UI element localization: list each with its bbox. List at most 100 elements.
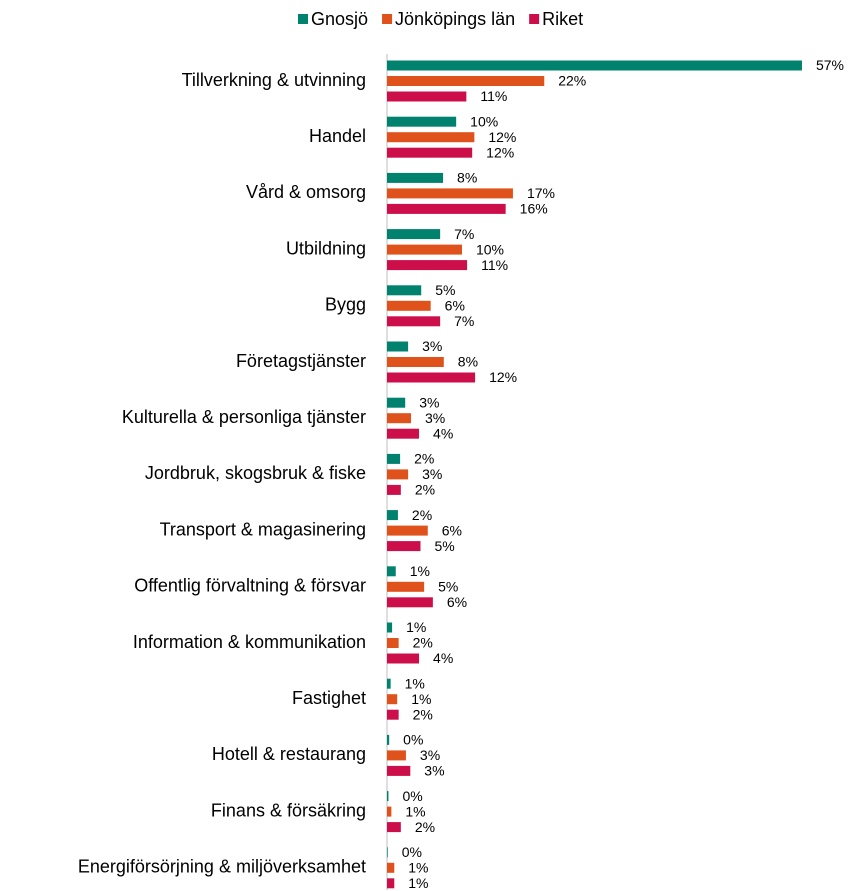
legend-swatch: [382, 14, 393, 24]
category-label: Transport & magasinering: [160, 519, 366, 539]
value-label: 12%: [486, 144, 514, 160]
bar: [387, 541, 421, 552]
category-label: Hotell & restaurang: [212, 744, 366, 764]
legend-swatch: [529, 14, 540, 24]
value-label: 4%: [433, 650, 453, 666]
bar: [387, 341, 409, 352]
value-label: 6%: [442, 522, 462, 538]
bar: [387, 60, 802, 71]
value-label: 2%: [415, 482, 435, 498]
value-label: 4%: [433, 425, 453, 441]
value-label: 3%: [422, 466, 442, 482]
bar: [387, 622, 393, 633]
value-label: 12%: [489, 369, 517, 385]
bar: [387, 566, 396, 577]
category-label: Information & kommunikation: [133, 632, 366, 652]
bar: [387, 525, 428, 536]
bar: [387, 847, 388, 858]
value-label: 2%: [413, 706, 433, 722]
value-label: 5%: [438, 579, 458, 595]
bar: [387, 147, 473, 158]
value-label: 1%: [405, 675, 425, 691]
value-label: 1%: [406, 619, 426, 635]
bar: [387, 203, 506, 214]
value-label: 0%: [403, 732, 423, 748]
bar: [387, 188, 513, 199]
bar: [387, 469, 409, 480]
category-label: Energiförsörjning & miljöverksamhet: [78, 857, 366, 877]
bar: [387, 694, 398, 705]
value-label: 11%: [481, 257, 508, 273]
value-label: 5%: [434, 538, 454, 554]
value-label: 3%: [419, 394, 439, 410]
bar: [387, 709, 399, 720]
bar: [387, 260, 468, 271]
category-label: Utbildning: [286, 238, 366, 258]
value-label: 2%: [415, 819, 435, 835]
value-label: 3%: [422, 338, 442, 354]
value-label: 8%: [458, 354, 478, 370]
category-label: Företagstjänster: [236, 351, 366, 371]
category-label: Offentlig förvaltning & försvar: [134, 576, 366, 596]
category-label: Handel: [309, 126, 366, 146]
bar: [387, 285, 422, 296]
value-label: 2%: [412, 507, 432, 523]
bar: [387, 878, 395, 889]
bar: [387, 453, 401, 464]
category-label: Jordbruk, skogsbruk & fiske: [145, 463, 366, 483]
bar: [387, 172, 444, 183]
legend-swatch: [298, 14, 308, 24]
value-label: 1%: [411, 691, 431, 707]
value-label: 7%: [454, 226, 474, 242]
bar: [387, 822, 401, 833]
bar: [387, 597, 433, 608]
value-label: 1%: [408, 860, 428, 876]
value-label: 10%: [476, 241, 504, 257]
value-label: 2%: [413, 635, 433, 651]
bar: [387, 862, 395, 873]
bar: [387, 300, 431, 311]
bar: [387, 581, 425, 592]
category-label: Vård & omsorg: [246, 182, 366, 202]
bar: [387, 357, 444, 367]
bar: [387, 428, 420, 439]
bar: [387, 76, 545, 86]
value-label: 22%: [558, 73, 586, 89]
bar: [387, 806, 392, 817]
value-label: 57%: [816, 57, 844, 73]
bar: [387, 116, 457, 127]
value-label: 11%: [480, 88, 507, 104]
bar: [387, 91, 467, 102]
value-label: 1%: [408, 875, 428, 891]
category-label: Bygg: [325, 295, 366, 315]
category-label: Fastighet: [292, 688, 366, 708]
bar: [387, 413, 412, 424]
bar: [387, 734, 390, 745]
value-label: 1%: [405, 803, 425, 819]
bar: [387, 484, 401, 495]
value-label: 6%: [445, 298, 465, 314]
value-label: 0%: [402, 788, 422, 804]
value-label: 12%: [488, 129, 516, 145]
value-label: 2%: [414, 451, 434, 467]
value-label: 10%: [470, 113, 498, 129]
category-label: Kulturella & personliga tjänster: [122, 407, 366, 427]
value-label: 16%: [520, 201, 548, 217]
bar: [387, 372, 476, 383]
bar: [387, 229, 441, 240]
legend-label: Riket: [542, 9, 583, 29]
value-label: 3%: [425, 410, 445, 426]
value-label: 7%: [454, 313, 474, 329]
bar: [387, 750, 406, 761]
legend-label: Jönköpings län: [395, 9, 515, 29]
value-label: 3%: [420, 747, 440, 763]
bar: [387, 244, 462, 255]
legend-label: Gnosjö: [311, 9, 368, 29]
category-label: Finans & försäkring: [211, 800, 366, 820]
bar: [387, 765, 411, 776]
bar: [387, 397, 406, 408]
value-label: 0%: [402, 844, 422, 860]
bar: [387, 638, 399, 648]
bar: [387, 132, 475, 143]
